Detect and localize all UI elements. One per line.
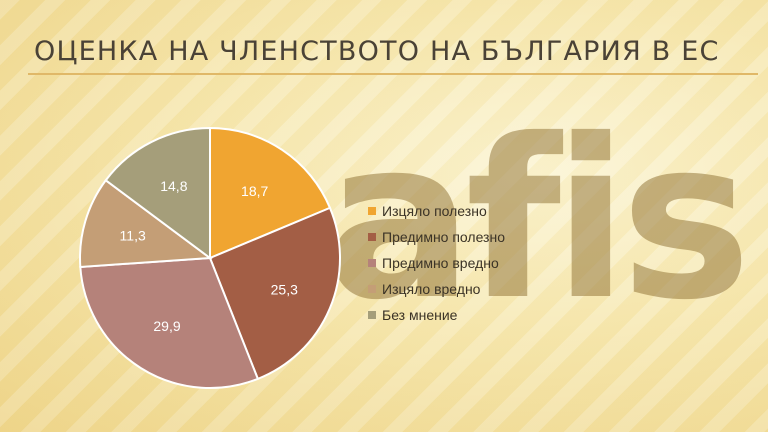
legend-swatch (368, 233, 376, 241)
legend-label: Предимно вредно (382, 255, 499, 271)
pie-data-label: 18,7 (241, 183, 268, 199)
legend-item: Изцяло вредно (368, 276, 505, 302)
pie-slice (79, 178, 213, 269)
legend-swatch (368, 311, 376, 319)
pie-slice (79, 256, 260, 389)
legend-swatch (368, 259, 376, 267)
legend-label: Без мнение (382, 307, 458, 323)
legend-swatch (368, 285, 376, 293)
legend-swatch (368, 207, 376, 215)
legend-label: Предимно полезно (382, 229, 505, 245)
pie-slice (104, 126, 211, 260)
pie-data-label: 29,9 (153, 318, 180, 334)
pie-data-label: 11,3 (120, 227, 146, 243)
afis-watermark-logo: afis (325, 92, 752, 348)
legend-item: Изцяло полезно (368, 198, 505, 224)
legend-item: Предимно вредно (368, 250, 505, 276)
legend-label: Изцяло вредно (382, 281, 481, 297)
pie-slice (209, 126, 332, 260)
title-underline (28, 73, 758, 75)
chart-legend: Изцяло полезно Предимно полезно Предимно в… (368, 198, 505, 328)
legend-item: Без мнение (368, 302, 505, 328)
slide-title: ОЦЕНКА НА ЧЛЕНСТВОТО НА БЪЛГАРИЯ В ЕС (34, 36, 720, 67)
legend-item: Предимно полезно (368, 224, 505, 250)
pie-data-label: 14,8 (160, 178, 187, 194)
pie-slice (208, 206, 341, 381)
pie-data-label: 25,3 (271, 281, 298, 297)
legend-label: Изцяло полезно (382, 203, 487, 219)
